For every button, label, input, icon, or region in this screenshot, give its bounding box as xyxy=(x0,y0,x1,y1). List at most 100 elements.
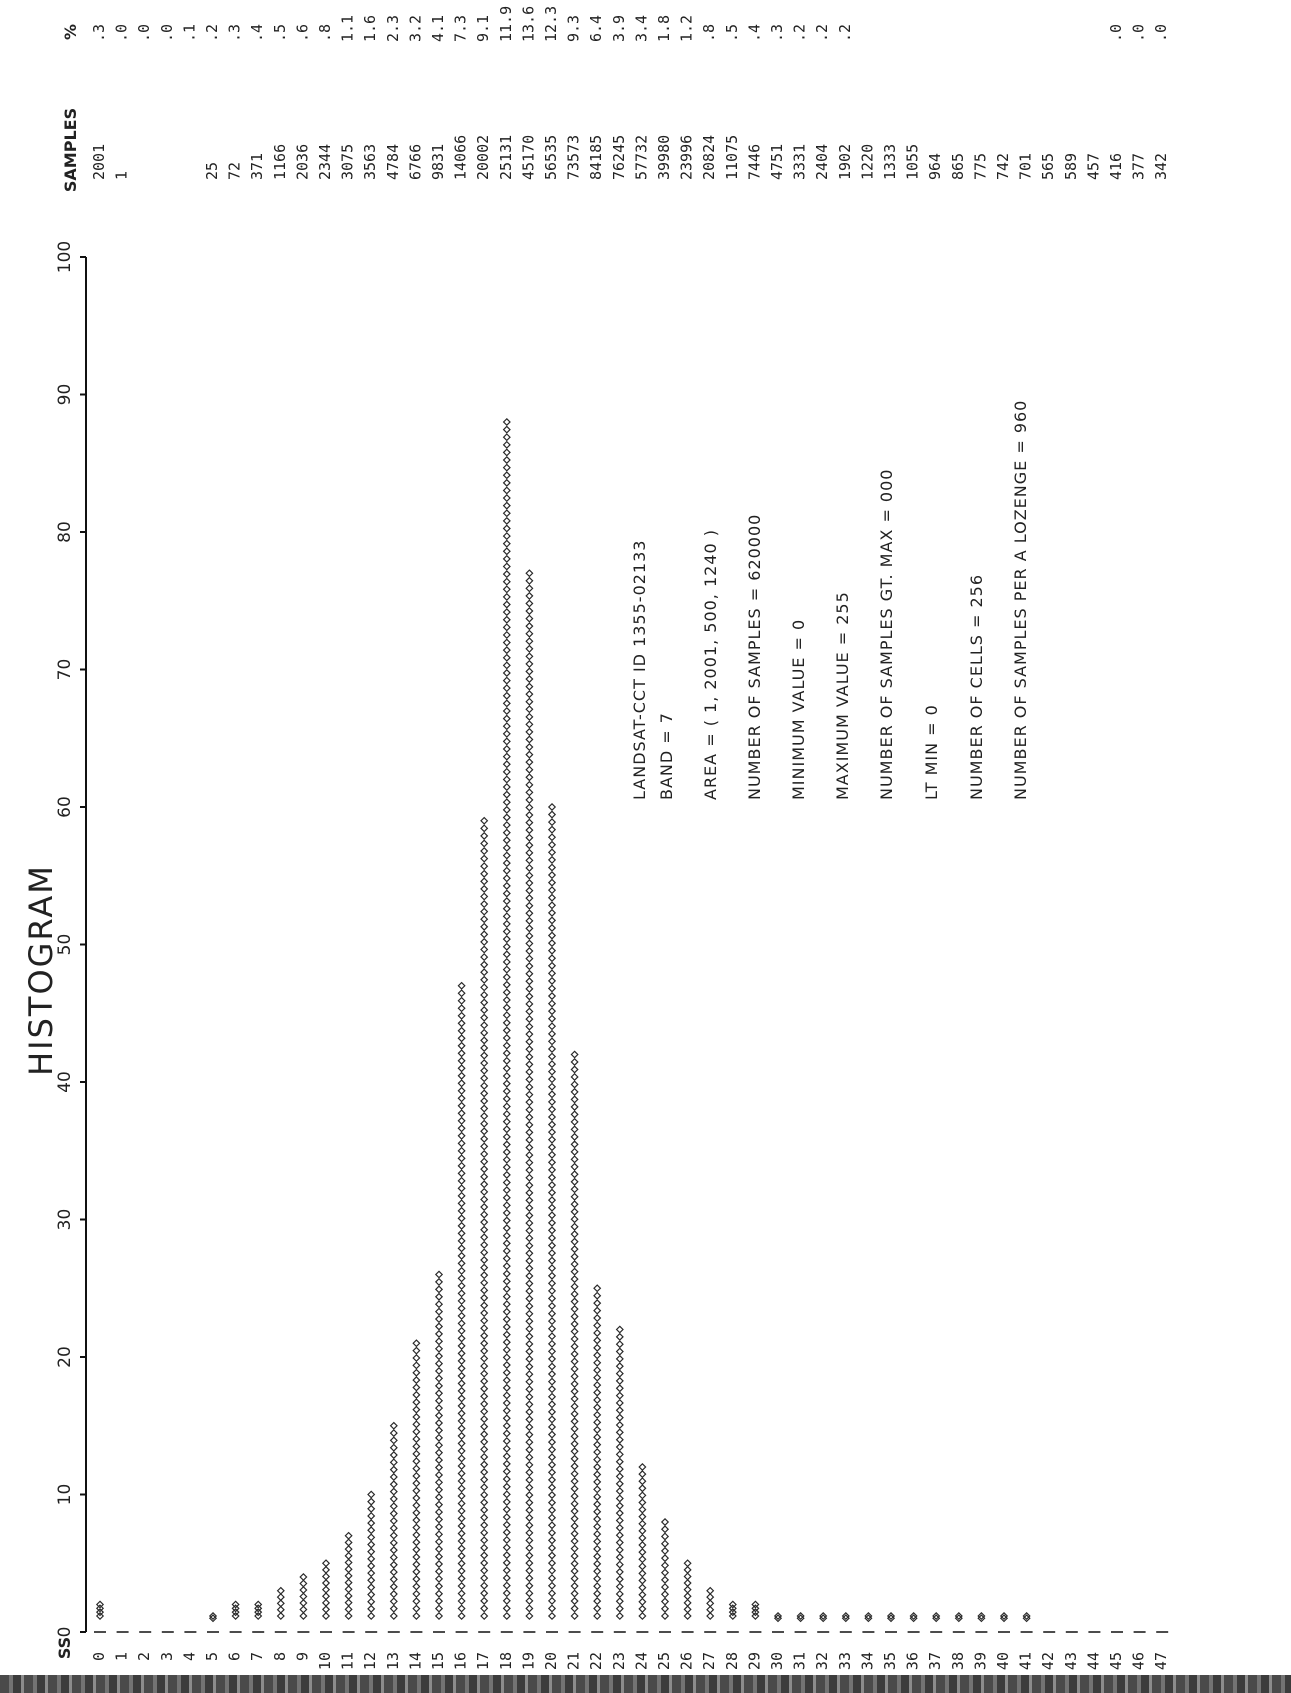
bar-lozenge xyxy=(525,1423,534,1432)
bar-lozenge xyxy=(412,1494,421,1503)
bar-lozenge xyxy=(593,1306,602,1315)
bar-lozenge xyxy=(457,1221,466,1230)
bar-lozenge xyxy=(547,1007,557,1016)
bar-lozenge xyxy=(502,570,511,579)
table-row: 19 45170 13.6 xyxy=(519,6,537,1670)
bar-lozenge xyxy=(434,1508,444,1517)
bar-lozenge xyxy=(615,1362,624,1371)
percent-value: 1.1 xyxy=(339,15,357,42)
bar-lozenge xyxy=(367,1511,376,1520)
bar-lozenge xyxy=(389,1421,398,1430)
bar-lozenge xyxy=(480,1210,489,1219)
bar-lozenge xyxy=(480,1369,489,1378)
bar-lozenge xyxy=(525,1166,534,1175)
table-row: 15 9831 4.1 xyxy=(429,15,447,1670)
bar-lozenge xyxy=(457,996,466,1005)
bar-lozenge xyxy=(502,1406,511,1415)
bar-lozenge xyxy=(412,1471,421,1480)
bar-lozenge xyxy=(434,1552,444,1561)
bar-lozenge xyxy=(706,1599,715,1608)
bar-lozenge xyxy=(367,1540,376,1549)
table-row: 9 2036 .6 xyxy=(293,24,311,1661)
samples-value: 73573 xyxy=(565,135,583,180)
bar-lozenge xyxy=(502,1033,511,1043)
bar-lozenge xyxy=(525,1528,534,1537)
bar-lozenge xyxy=(457,1251,466,1260)
bar-lozenge xyxy=(321,1572,331,1581)
bar-lozenge xyxy=(434,1500,444,1509)
bar-lozenge xyxy=(547,1422,557,1432)
bar-lozenge xyxy=(547,1521,557,1530)
bar-lozenge xyxy=(547,1090,557,1099)
bar-lozenge xyxy=(434,1604,444,1613)
bar-lozenge xyxy=(412,1405,421,1414)
bar-lozenge xyxy=(547,1143,557,1152)
bar-lozenge xyxy=(593,1604,602,1613)
bar-lozenge xyxy=(525,1211,534,1220)
bar-lozenge xyxy=(412,1339,421,1348)
bar-lozenge xyxy=(502,1421,511,1430)
bar xyxy=(886,1611,896,1623)
info-line: NUMBER OF SAMPLES = 620000 xyxy=(745,514,764,800)
bar xyxy=(95,1600,105,1621)
bar-lozenge xyxy=(502,1132,511,1141)
bar-lozenge xyxy=(615,1332,624,1341)
bar-lozenge xyxy=(502,1284,511,1294)
bar-lozenge xyxy=(660,1554,670,1563)
table-row: 22 84185 6.4 xyxy=(587,15,605,1670)
class-label: 37 xyxy=(926,1652,944,1670)
bar-lozenge xyxy=(525,569,534,578)
bar-lozenge xyxy=(525,1566,534,1575)
bar xyxy=(660,1517,670,1621)
axis-tick-label: 50 xyxy=(55,934,75,956)
bar-lozenge xyxy=(434,1359,444,1368)
bar-lozenge xyxy=(525,1460,534,1469)
bar-lozenge xyxy=(480,1112,489,1121)
bar-lozenge xyxy=(434,1441,444,1450)
bar-lozenge xyxy=(480,998,489,1007)
bar-lozenge xyxy=(570,1260,579,1269)
bar-lozenge xyxy=(434,1292,444,1301)
bar-lozenge xyxy=(299,1579,308,1588)
bar-lozenge xyxy=(525,1513,534,1522)
bar-lozenge xyxy=(480,1611,489,1621)
bar-lozenge xyxy=(502,562,511,571)
bar-lozenge xyxy=(525,1400,534,1409)
bar-lozenge xyxy=(412,1435,421,1444)
bar-lozenge xyxy=(547,984,557,993)
bar-lozenge xyxy=(480,1377,489,1386)
bar-lozenge xyxy=(480,907,489,916)
bar-lozenge xyxy=(434,1478,444,1487)
bar-lozenge xyxy=(480,1074,489,1083)
bar-lozenge xyxy=(480,1604,489,1613)
bar-lozenge xyxy=(480,1566,489,1575)
bar-lozenge xyxy=(344,1538,353,1547)
bar-lozenge xyxy=(593,1455,602,1464)
bar-lozenge xyxy=(547,1498,557,1507)
bar-lozenge xyxy=(457,1139,466,1148)
bar-lozenge xyxy=(932,1614,941,1623)
bar-lozenge xyxy=(502,509,511,518)
bar-lozenge xyxy=(547,1490,557,1500)
bar-lozenge xyxy=(321,1605,331,1614)
samples-value: 76245 xyxy=(610,135,628,180)
bar-lozenge xyxy=(502,1026,511,1035)
bar-lozenge xyxy=(525,871,534,880)
bar-lozenge xyxy=(480,1218,489,1227)
table-row: 42 565 xyxy=(1039,153,1057,1670)
bar-lozenge xyxy=(525,758,534,767)
bar-lozenge xyxy=(547,1385,557,1394)
table-row: 47 342 .0 xyxy=(1152,24,1170,1670)
info-line: AREA = ( 1, 2001, 500, 1240 ) xyxy=(701,529,720,800)
bar-lozenge xyxy=(547,1112,557,1122)
info-block: LANDSAT-CCT ID 1355-02133 BAND = 7 AREA = … xyxy=(630,400,1030,800)
bar-lozenge xyxy=(864,1614,873,1623)
bar-lozenge xyxy=(502,744,511,754)
bar-lozenge xyxy=(389,1502,398,1511)
bar-lozenge xyxy=(321,1559,331,1568)
bar-lozenge xyxy=(547,1483,557,1492)
bar-lozenge xyxy=(344,1558,353,1567)
bar-lozenge xyxy=(480,1081,489,1090)
bar-lozenge xyxy=(502,1269,511,1278)
bar-lozenge xyxy=(412,1442,421,1451)
